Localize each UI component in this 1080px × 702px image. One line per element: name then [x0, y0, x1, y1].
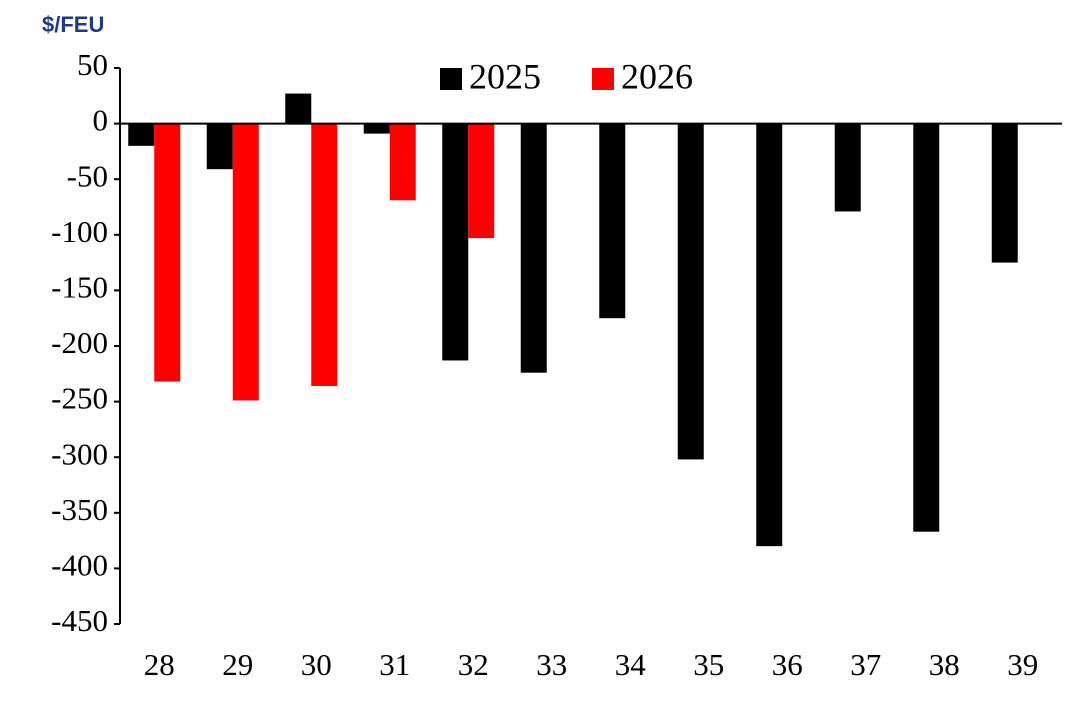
y-tick-label: -300 — [51, 436, 108, 471]
x-tick-label: 32 — [458, 647, 489, 682]
x-tick-label: 39 — [1007, 647, 1038, 682]
bar — [285, 93, 312, 124]
bar — [913, 123, 940, 532]
x-tick-label: 38 — [929, 647, 960, 682]
x-tick-label: 37 — [850, 647, 881, 682]
bar — [311, 123, 338, 387]
y-tick-label: -350 — [51, 492, 108, 527]
bar — [991, 123, 1018, 263]
legend-swatch — [440, 68, 462, 90]
bar — [834, 123, 861, 212]
legend-label: 2025 — [469, 56, 541, 96]
bar — [389, 123, 416, 201]
bar — [154, 123, 181, 382]
bar — [520, 123, 547, 373]
legend-swatch — [592, 68, 614, 90]
y-tick-label: -100 — [51, 214, 108, 249]
y-tick-label: -200 — [51, 325, 108, 360]
legend-label: 2026 — [621, 56, 693, 96]
bar — [599, 123, 626, 319]
x-tick-label: 29 — [222, 647, 253, 682]
y-tick-label: -50 — [67, 158, 108, 193]
bar — [442, 123, 469, 361]
bar — [206, 123, 233, 170]
x-tick-label: 33 — [536, 647, 567, 682]
x-tick-label: 35 — [693, 647, 724, 682]
y-tick-label: -150 — [51, 270, 108, 305]
x-tick-label: 30 — [301, 647, 332, 682]
bar — [128, 123, 155, 146]
bar — [756, 123, 783, 547]
x-tick-label: 34 — [615, 647, 647, 682]
y-tick-label: -250 — [51, 381, 108, 416]
y-axis-label: $/FEU — [42, 12, 104, 37]
bar — [677, 123, 704, 460]
y-tick-label: 50 — [77, 47, 108, 82]
y-tick-label: 0 — [93, 103, 109, 138]
bar — [363, 123, 390, 134]
y-tick-label: -450 — [51, 603, 108, 638]
x-tick-label: 28 — [144, 647, 175, 682]
y-tick-label: -400 — [51, 548, 108, 583]
x-tick-label: 36 — [772, 647, 803, 682]
bar — [468, 123, 495, 239]
bar — [232, 123, 259, 401]
x-tick-label: 31 — [379, 647, 410, 682]
